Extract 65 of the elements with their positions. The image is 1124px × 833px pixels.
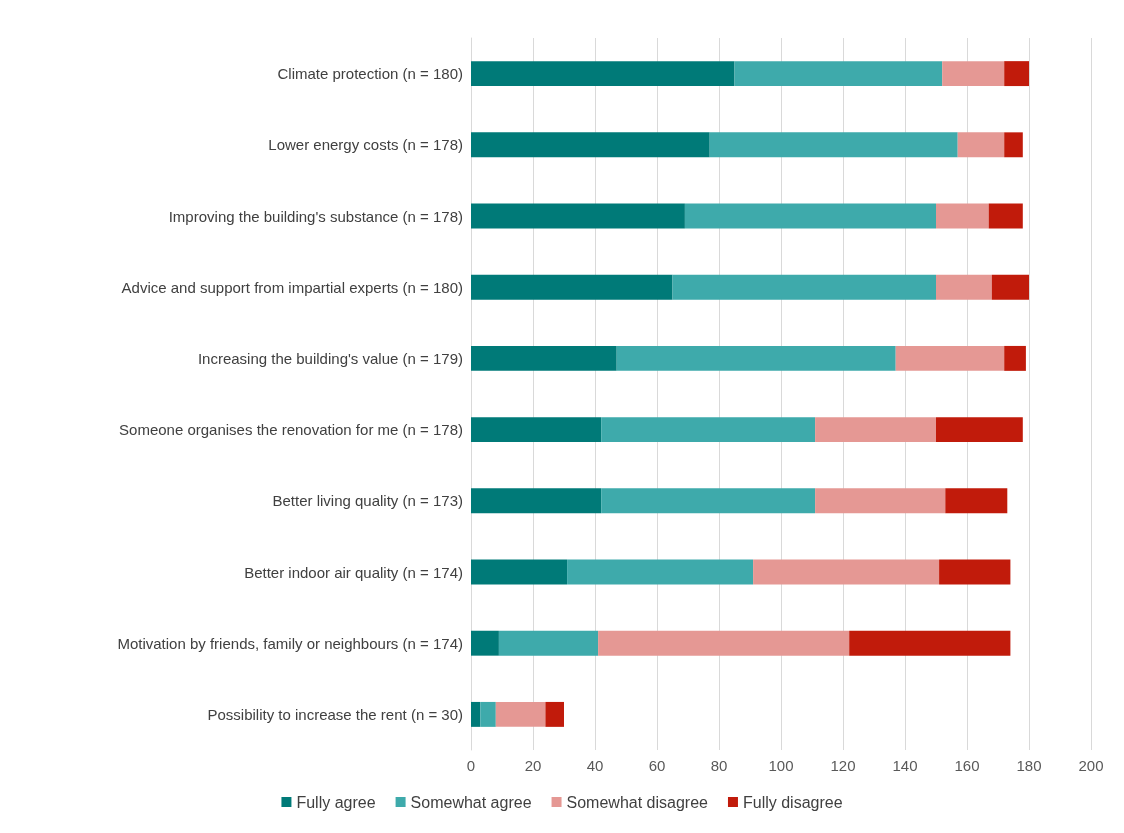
x-tick-label: 40 [586,757,604,774]
bar [895,345,1005,371]
bar [567,559,754,585]
x-tick-label: 100 [768,757,794,774]
bar [471,132,710,158]
bar [471,701,481,727]
x-tick-label: 120 [830,757,856,774]
y-tick-label: Improving the building's substance (n = 178) [168,207,463,225]
y-tick-label: Possibility to increase the rent (n = 30) [207,705,463,723]
bar [936,274,992,300]
legend-label: Somewhat disagree [566,793,709,811]
bar [471,274,673,300]
bar [936,417,1023,443]
bar [495,701,546,727]
x-tick-label: 80 [710,757,728,774]
bar [957,132,1005,158]
x-tick-label: 160 [954,757,980,774]
bar [471,559,568,585]
bar [598,630,850,656]
bar [601,488,816,514]
bar [471,630,499,656]
legend-label: Fully agree [296,793,376,811]
y-tick-label: Increasing the building's value (n = 179) [197,349,463,367]
legend-label: Fully disagree [742,793,843,811]
x-tick-label: 140 [892,757,918,774]
bar [734,61,943,87]
bar [601,417,816,443]
bar [1004,345,1026,371]
x-tick-label: 0 [466,757,476,774]
y-tick-label: Better indoor air quality (n = 174) [244,563,463,581]
x-tick-label: 20 [524,757,542,774]
bar [1004,61,1029,87]
y-tick-label: Motivation by friends, family or neighbours (n = 174) [117,634,463,652]
bar [545,701,564,727]
bar [945,488,1008,514]
y-tick-label: Lower energy costs (n = 178) [268,136,463,154]
bar [709,132,958,158]
bar [471,488,602,514]
bar [936,203,989,229]
bar [471,417,602,443]
bar [815,488,946,514]
bar [939,559,1011,585]
x-tick-label: 200 [1078,757,1104,774]
bar [471,61,735,87]
bar [684,203,936,229]
y-tick-label: Climate protection (n = 180) [277,65,463,83]
bar [471,203,685,229]
bar [1004,132,1023,158]
y-tick-label: Advice and support from impartial experts (n = 180) [121,278,463,296]
bar [616,345,896,371]
bar [480,701,496,727]
y-tick-label: Better living quality (n = 173) [272,492,463,510]
x-tick-label: 60 [648,757,666,774]
bar [815,417,936,443]
bar [942,61,1005,87]
legend-label: Somewhat agree [410,793,532,811]
bar [849,630,1011,656]
bar [988,203,1023,229]
y-tick-label: Someone organises the renovation for me (n = 178) [119,421,463,439]
bar [672,274,936,300]
bar [753,559,940,585]
bar [471,345,617,371]
x-tick-label: 180 [1016,757,1042,774]
bar [991,274,1029,300]
bar [498,630,599,656]
